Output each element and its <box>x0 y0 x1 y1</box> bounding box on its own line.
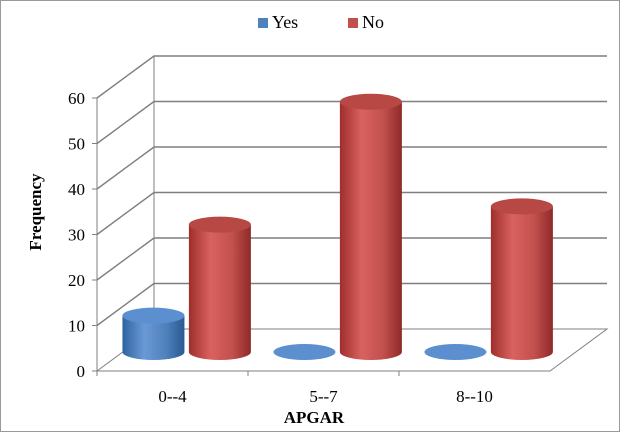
gridlines <box>92 55 607 372</box>
x-tick-label: 8--10 <box>456 387 493 406</box>
gridline <box>96 282 607 327</box>
legend-swatch-yes <box>258 18 268 28</box>
bar-yes-8--10 <box>424 344 487 360</box>
bar-body <box>188 224 251 360</box>
x-tick-label: 0--4 <box>158 387 187 406</box>
y-tick-label: 60 <box>68 89 85 108</box>
x-axis-title: APGAR <box>284 408 345 427</box>
gridline <box>96 146 607 190</box>
bar-top <box>339 93 402 110</box>
bar-body <box>339 101 402 360</box>
bar-no-0--4 <box>188 216 251 360</box>
bar-no-5--7 <box>339 93 402 360</box>
gridline <box>96 100 607 145</box>
bars <box>122 93 553 360</box>
bar-no-8--10 <box>490 198 553 360</box>
gridline <box>96 237 607 281</box>
legend-label-yes: Yes <box>272 12 298 32</box>
y-tick-label: 40 <box>68 180 85 199</box>
y-tick-label: 30 <box>68 226 85 245</box>
x-axis-tick-labels: 0--4 5--7 8--10 <box>96 371 493 406</box>
bar-yes-0--4 <box>122 307 185 360</box>
bar-top <box>188 216 251 233</box>
bar-top <box>490 198 553 215</box>
y-axis-tick-labels: 0 10 20 30 40 50 60 <box>68 89 85 381</box>
y-tick-label: 20 <box>68 271 85 290</box>
bar-top <box>424 344 487 360</box>
bar-top <box>122 307 185 324</box>
y-axis-title: Frequency <box>26 173 45 251</box>
bar-top <box>273 344 336 360</box>
y-tick-label: 0 <box>77 362 86 381</box>
legend: Yes No <box>258 12 384 32</box>
legend-swatch-no <box>348 18 358 28</box>
legend-label-no: No <box>362 12 384 32</box>
bar-body <box>490 206 553 360</box>
y-tick-label: 10 <box>68 317 85 336</box>
bar-yes-5--7 <box>273 344 336 360</box>
x-tick-label: 5--7 <box>309 387 338 406</box>
y-tick-label: 50 <box>68 135 85 154</box>
bar-body <box>122 315 185 360</box>
gridline <box>96 55 607 99</box>
gridline <box>96 191 607 236</box>
